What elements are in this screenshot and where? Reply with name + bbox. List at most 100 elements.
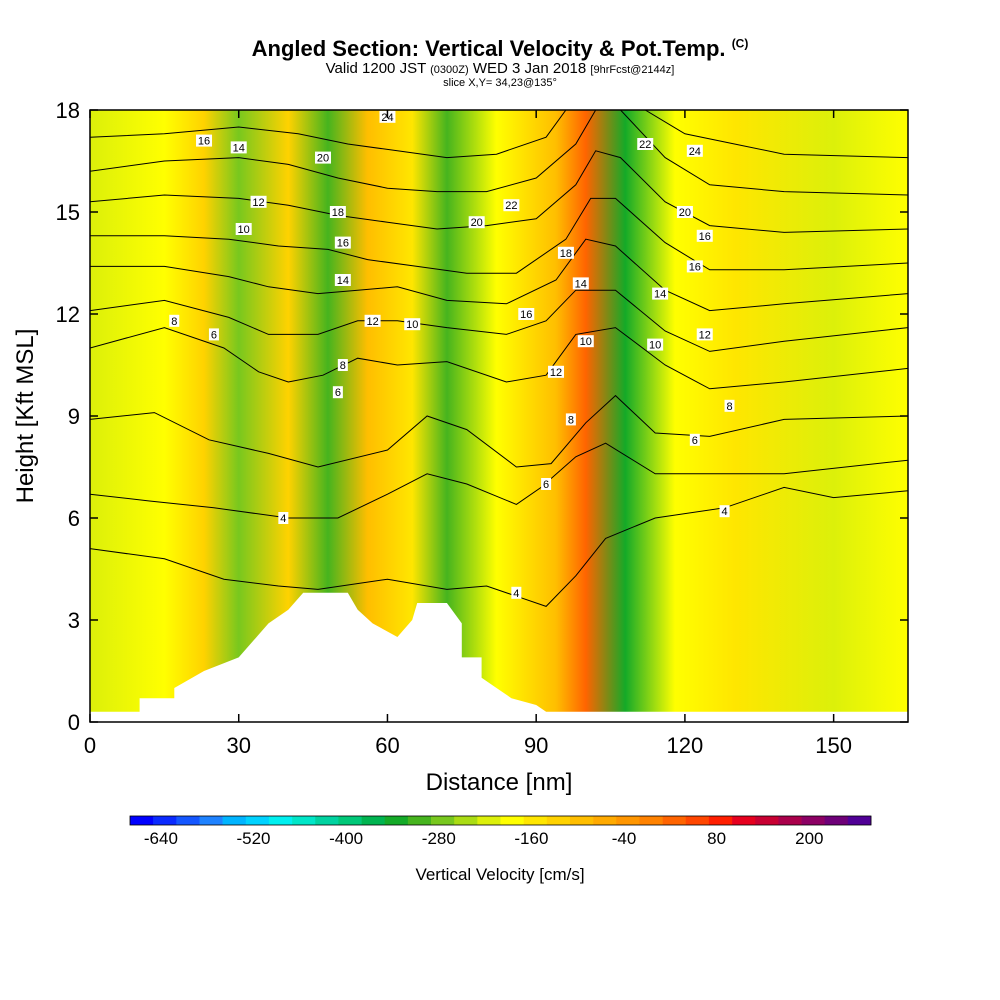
colorbar-swatch (176, 816, 200, 825)
contour-label: 6 (335, 387, 341, 399)
colorbar-swatch (431, 816, 455, 825)
contour-label: 16 (198, 136, 210, 148)
chart-subtitle-slice: slice X,Y= 34,23@135° (443, 77, 557, 89)
colorbar-swatch (199, 816, 223, 825)
colorbar-swatch (292, 816, 316, 825)
contour-label-box (686, 260, 703, 273)
contour-label-box (686, 144, 703, 157)
contour-label-box (541, 478, 552, 490)
colorbar-swatch (268, 816, 293, 825)
theta-contour-line (644, 110, 908, 159)
contour-label-box (250, 195, 267, 208)
contour-label: 10 (580, 336, 592, 348)
colorbar-swatch (801, 816, 825, 825)
colorbar-swatch (662, 816, 687, 825)
contour-label: 10 (238, 224, 250, 236)
y-tick-label: 12 (56, 302, 80, 327)
contour-label-box (196, 134, 213, 147)
contour-label: 24 (689, 146, 701, 158)
x-tick-label: 30 (226, 733, 250, 758)
contour-label-box (208, 328, 219, 341)
contour-label-box (364, 314, 381, 327)
contour-label-box (652, 287, 669, 300)
contour-label: 8 (171, 316, 177, 328)
colorbar-swatch (755, 816, 779, 825)
colorbar-swatch (708, 816, 733, 825)
contour-label: 6 (543, 479, 549, 491)
colorbar-swatch (384, 816, 409, 825)
contour-label-box (468, 216, 485, 229)
colorbar-swatch (593, 816, 617, 825)
x-tick-label: 150 (815, 733, 852, 758)
contour-label-box (503, 199, 520, 212)
contour-label: 22 (639, 139, 651, 151)
contour-label: 18 (332, 207, 344, 219)
colorbar-tick-label: -400 (329, 829, 363, 848)
chart-subtitle-valid: Valid 1200 JST (0300Z) WED 3 Jan 2018 [9… (0, 60, 1000, 77)
contour-label: 6 (211, 329, 217, 341)
colorbar-swatch (847, 816, 872, 825)
plot-area: 1614242224201222202018101616181614141486… (90, 110, 908, 722)
forecast-info: [9hrFcst@2144z] (590, 64, 675, 76)
contour-label-box (647, 338, 664, 351)
contour-label-box (577, 335, 594, 348)
contour-label: 14 (337, 275, 349, 287)
contour-labels: 1614242224201222202018101616181614141486… (169, 110, 735, 600)
y-tick-label: 3 (68, 608, 80, 633)
contour-label-box (518, 308, 535, 320)
theta-contour-line (90, 110, 597, 193)
valid-date: WED 3 Jan 2018 (472, 60, 587, 77)
theta-contour-line (90, 238, 908, 312)
contour-label-box (696, 229, 713, 242)
contour-label: 8 (726, 401, 732, 413)
contour-label: 8 (568, 414, 574, 426)
colorbar-swatch (732, 816, 756, 825)
contour-label: 22 (505, 200, 517, 212)
colorbar-swatch (778, 816, 802, 825)
contour-label-box (235, 223, 252, 235)
contour-label: 16 (699, 231, 711, 243)
y-tick-label: 6 (68, 506, 80, 531)
colorbar-swatch (824, 816, 849, 825)
colorbar-swatch (407, 816, 432, 825)
theta-contour-line (90, 110, 567, 159)
contour-label-box (404, 318, 421, 331)
theta-contour-line (90, 289, 908, 352)
contour-label-box (334, 236, 351, 249)
contour-label: 4 (722, 506, 728, 518)
colorbar-swatch (500, 816, 524, 825)
colorbar: -640 -520 -400 -280 -160 -40 80 200 (129, 815, 872, 848)
contour-label: 16 (689, 261, 701, 273)
theta-contour-line (90, 327, 908, 390)
colorbar-frame (129, 815, 872, 826)
contour-label: 16 (337, 238, 349, 250)
colorbar-swatch (523, 816, 548, 825)
colorbar-swatch (315, 816, 339, 825)
y-axis-label: Height [Kft MSL] (12, 329, 39, 504)
contour-label: 8 (340, 360, 346, 372)
vertical-velocity-field (90, 110, 908, 722)
terrain-mask (90, 592, 908, 722)
chart-title: Angled Section: Vertical Velocity & Pot.… (0, 36, 1000, 62)
colorbar-swatch (639, 816, 663, 825)
x-tick-label: 0 (84, 733, 96, 758)
colorbar-tick-label: 200 (795, 829, 823, 848)
x-tick-label: 120 (667, 733, 704, 758)
contour-label-box (676, 206, 693, 218)
colorbar-tick-label: 80 (707, 829, 726, 848)
y-tick-label: 9 (68, 404, 80, 429)
contour-label-box (334, 274, 351, 286)
contour-label-box (332, 386, 343, 399)
valid-time: Valid 1200 JST (325, 60, 426, 77)
x-axis: 0 30 60 90 120 150 (84, 110, 852, 758)
contour-label: 20 (679, 207, 691, 219)
theta-contour-line (90, 197, 908, 274)
copyright-mark: (C) (731, 36, 749, 51)
contour-label-box (572, 277, 589, 290)
contour-label-box (230, 141, 247, 154)
colorbar-tick-label: -160 (514, 829, 548, 848)
contour-label: 18 (560, 248, 572, 260)
contour-label: 12 (252, 197, 264, 209)
colorbar-swatch (569, 816, 594, 825)
